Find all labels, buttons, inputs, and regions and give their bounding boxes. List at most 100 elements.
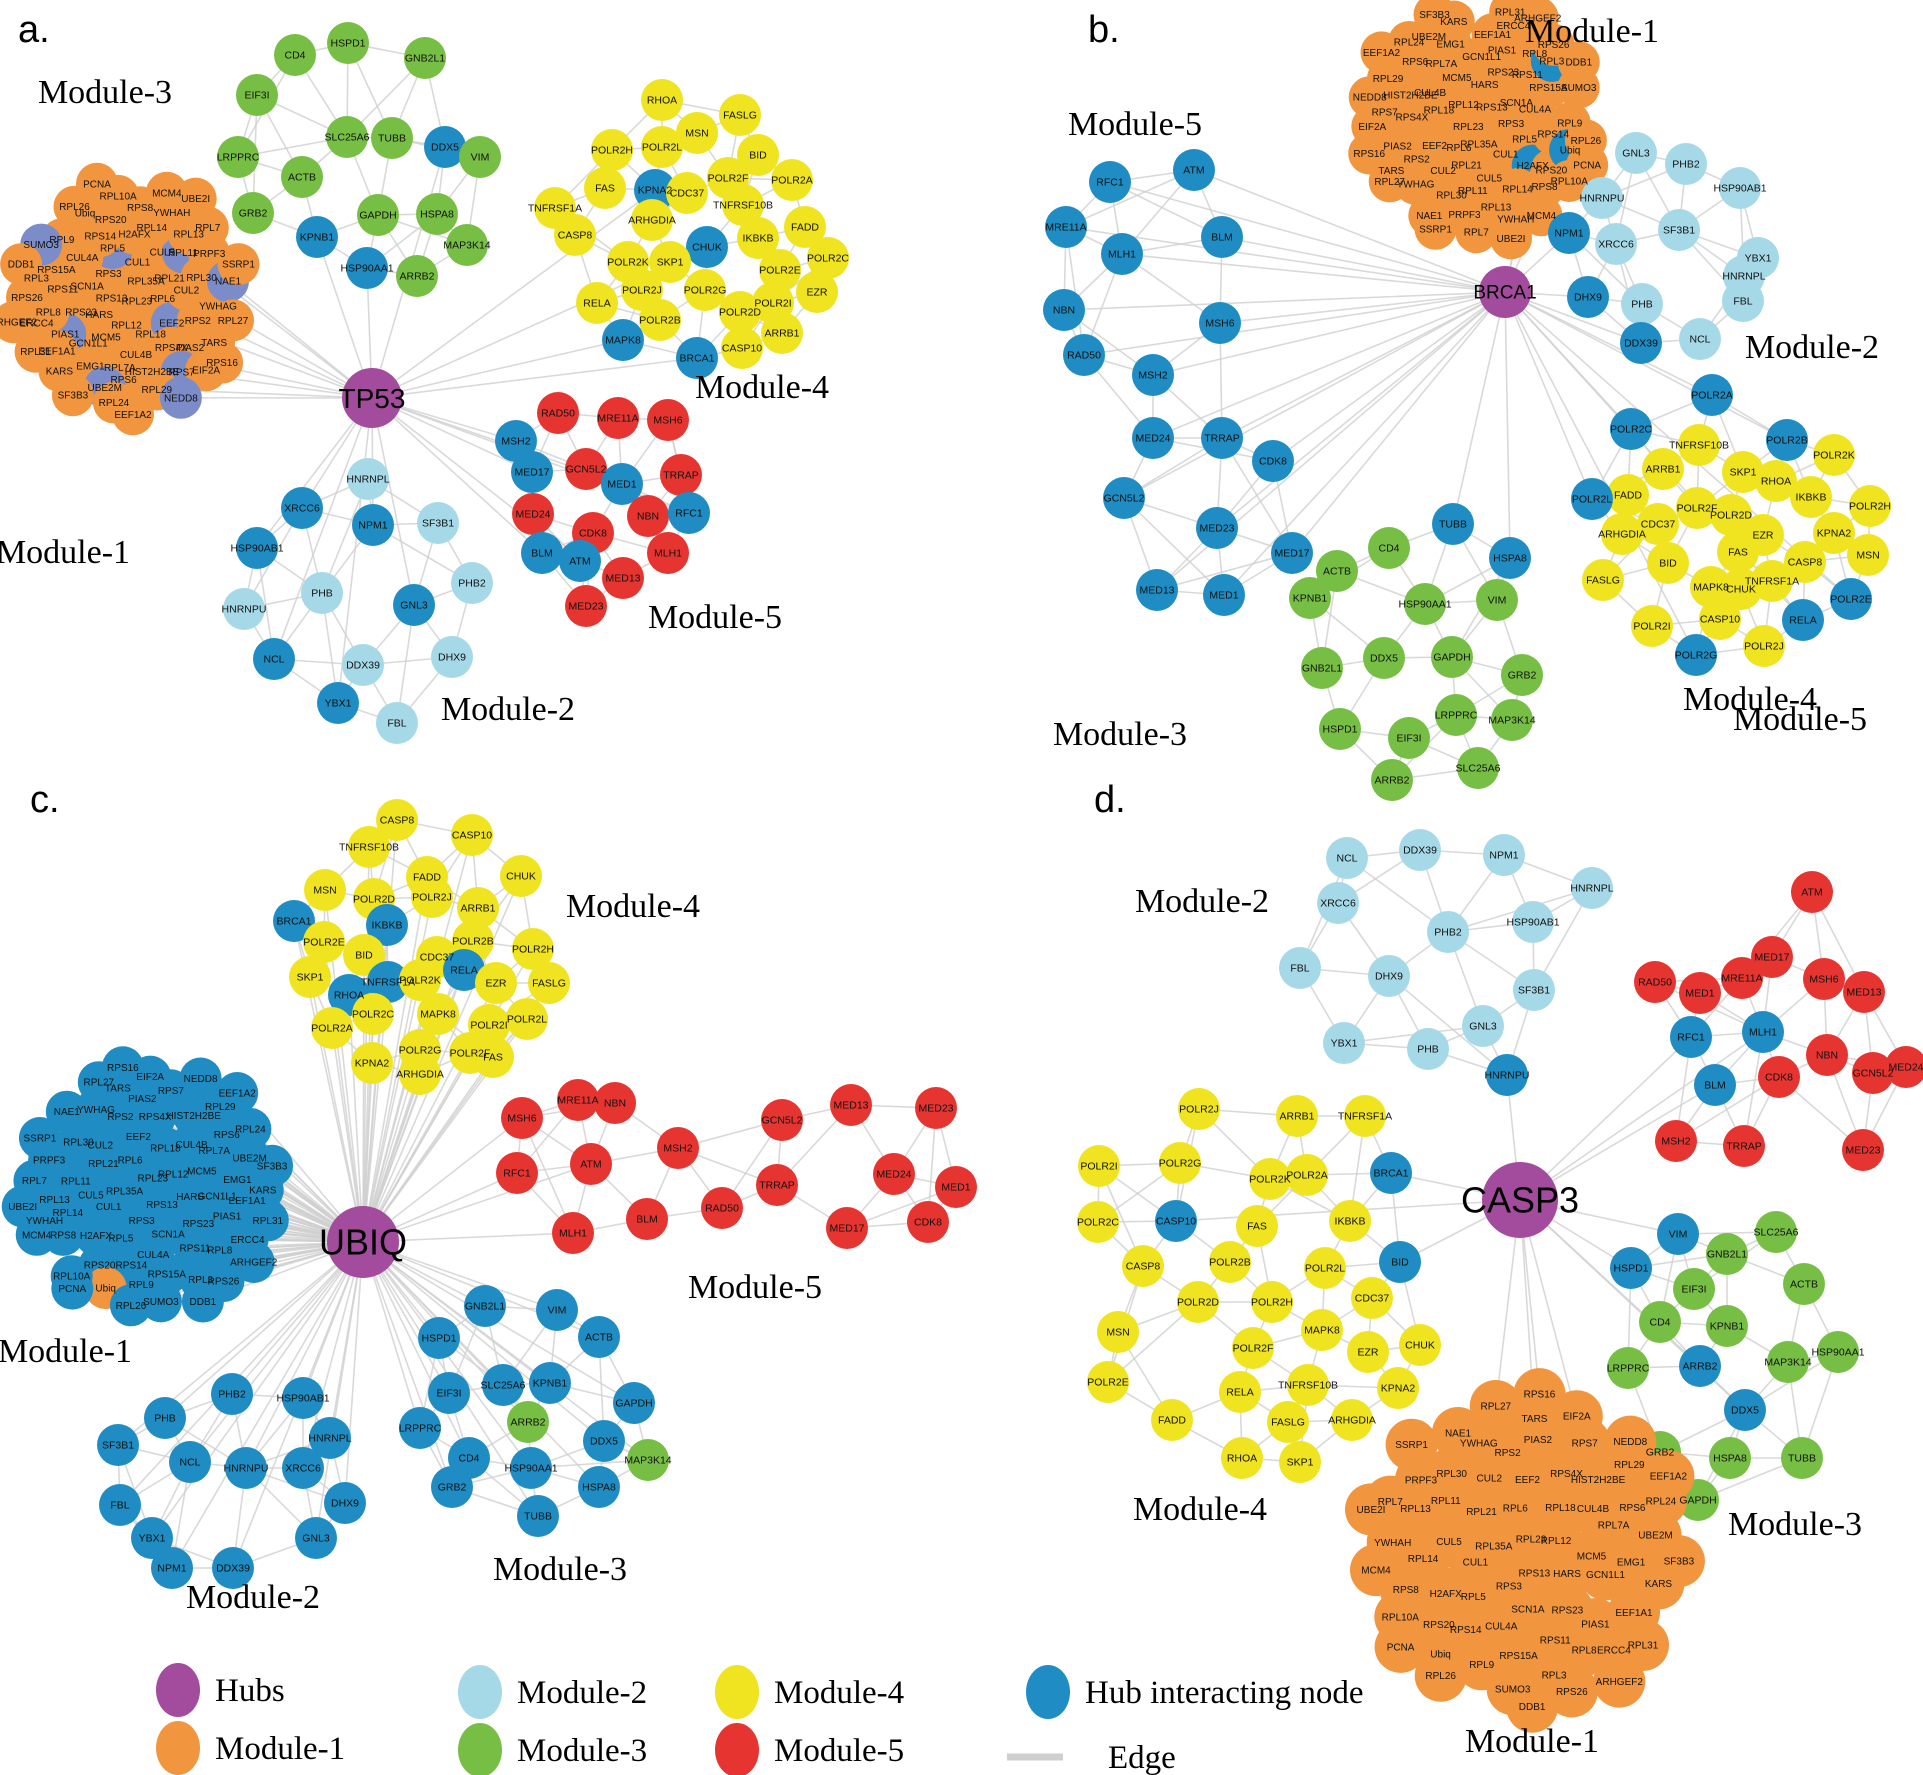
node-ARHGDIA[interactable] [1601,513,1643,555]
node-MED13[interactable] [1843,971,1885,1013]
node-DDX39[interactable] [212,1547,254,1589]
node-FASLG[interactable] [1582,559,1624,601]
node-SF3B1[interactable] [1658,209,1700,251]
node-NEDD8[interactable] [159,376,202,419]
node-KPNB1[interactable] [1289,577,1331,619]
node-MLH1[interactable] [552,1212,594,1254]
node-ACTB[interactable] [281,156,323,198]
node-RFC1[interactable] [1670,1016,1712,1058]
node-GCN5L2[interactable] [1852,1052,1894,1094]
node-HNRNPL[interactable] [309,1417,351,1459]
node-RPS16[interactable] [201,341,244,384]
node-RPL26[interactable] [109,1284,152,1327]
node-MED1[interactable] [1679,972,1721,1014]
node-CDK8[interactable] [1758,1056,1800,1098]
node-BRCA1[interactable] [1370,1152,1412,1194]
node-NCL[interactable] [169,1441,211,1483]
node-MSH6[interactable] [1199,302,1241,344]
node-UBE2I[interactable] [1490,217,1532,260]
node-RELA[interactable] [443,949,485,991]
node-DDX5[interactable] [583,1420,625,1462]
node-FAS[interactable] [1236,1205,1278,1247]
node-SSRP1[interactable] [1385,1418,1438,1471]
node-MSN[interactable] [1097,1311,1139,1353]
node-MRE11A[interactable] [597,397,639,439]
node-POLR2C[interactable] [1610,408,1652,450]
node-POLR2F[interactable] [1232,1327,1274,1369]
node-HSPD1[interactable] [418,1317,460,1359]
node-CDC37[interactable] [666,172,708,214]
node-POLR2B[interactable] [639,299,681,341]
node-CDC37[interactable] [1637,503,1679,545]
node-DHX9[interactable] [431,636,473,678]
node-SLC25A6[interactable] [1755,1211,1797,1253]
node-POLR2H[interactable] [591,129,633,171]
node-POLR2K[interactable] [1813,434,1855,476]
node-MED17[interactable] [511,451,553,493]
node-SSRP1[interactable] [18,1117,61,1159]
node-TUBB[interactable] [1432,503,1474,545]
node-DDB1[interactable] [1506,1680,1559,1733]
node-KPNB1[interactable] [529,1362,571,1404]
node-XRCC6[interactable] [1595,223,1637,265]
node-HNRNPU[interactable] [223,588,265,630]
node-NAE1[interactable] [1432,1407,1484,1459]
node-TNFRSF1A[interactable] [1751,560,1793,602]
node-RAD50[interactable] [701,1187,743,1229]
node-ACTB[interactable] [578,1316,620,1358]
node-RPS26[interactable] [1545,1665,1598,1718]
node-HSPA8[interactable] [1489,537,1531,579]
node-FBL[interactable] [376,702,418,744]
node-CHUK[interactable] [1399,1324,1441,1366]
node-EZR[interactable] [796,271,838,313]
node-KPNA2[interactable] [1813,512,1855,554]
node-RAD50[interactable] [537,392,579,434]
node-MAP3K14[interactable] [446,224,488,266]
node-BRCA1[interactable] [273,900,315,942]
node-POLR2F[interactable] [1676,487,1718,529]
node-FADD[interactable] [1607,474,1649,516]
node-DHX9[interactable] [324,1482,366,1524]
node-NPM1[interactable] [1483,834,1525,876]
node-POLR2C[interactable] [352,993,394,1035]
node-RPS16[interactable] [1348,132,1391,175]
node-SLC25A6[interactable] [482,1364,524,1406]
node-RELA[interactable] [1782,599,1824,641]
node-UBE2I[interactable] [1345,1483,1397,1536]
node-HSP90AB1[interactable] [236,527,278,569]
node-EEF1A2[interactable] [1360,31,1403,74]
node-TNFRSF10B[interactable] [722,184,764,226]
node-SLC25A6[interactable] [1457,747,1499,789]
node-ATM[interactable] [570,1143,612,1185]
node-DDX39[interactable] [342,644,384,686]
node-BLM[interactable] [1694,1064,1736,1106]
node-POLR2H[interactable] [1251,1281,1293,1323]
node-POLR2A[interactable] [1691,374,1733,416]
node-TRRAP[interactable] [660,454,702,496]
node-IKBKB[interactable] [366,904,408,946]
node-RPL31[interactable] [14,330,57,373]
node-MED13[interactable] [830,1084,872,1126]
node-MRE11A[interactable] [1721,957,1763,999]
node-BID[interactable] [737,134,779,176]
node-PHB[interactable] [301,572,343,614]
node-FBL[interactable] [1722,280,1764,322]
node-EIF3I[interactable] [1388,717,1430,759]
node-RFC1[interactable] [1089,161,1131,203]
node-POLR2L[interactable] [506,998,548,1040]
node-RHOA[interactable] [1221,1437,1263,1479]
node-FAS[interactable] [1717,531,1759,573]
node-TRRAP[interactable] [1723,1125,1765,1167]
node-YBX1[interactable] [317,682,359,724]
node-MSN[interactable] [304,869,346,911]
node-PHB2[interactable] [451,562,493,604]
node-GCN5L2[interactable] [565,448,607,490]
node-MED24[interactable] [873,1153,915,1195]
node-PCNA[interactable] [1566,144,1609,186]
node-NPM1[interactable] [151,1547,193,1589]
node-CD4[interactable] [1368,527,1410,569]
node-SSRP1[interactable] [217,243,260,286]
node-PHB[interactable] [144,1397,186,1439]
node-POLR2D[interactable] [719,291,761,333]
node-MAPK8[interactable] [1690,566,1732,608]
